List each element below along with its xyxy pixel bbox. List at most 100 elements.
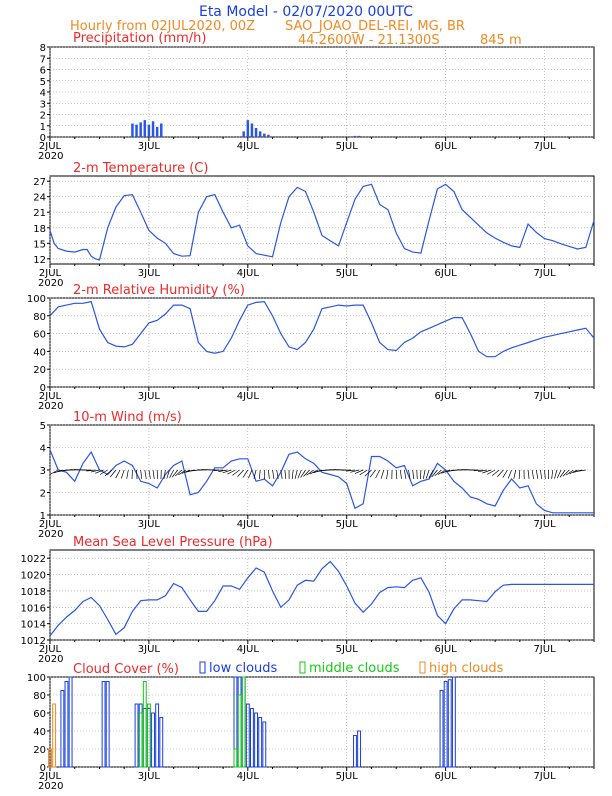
x-tick-label: 6JUL: [435, 519, 458, 530]
x-tick-label: 7JUL: [533, 771, 556, 782]
precip-bar: [255, 128, 257, 137]
wind-arrow: [141, 470, 142, 479]
cloud-bar-low: [444, 682, 447, 768]
panel-title: 10-m Wind (m/s): [73, 410, 182, 425]
wind-arrow: [248, 470, 251, 478]
y-tick-label: 20: [33, 745, 46, 756]
legend-label-mid: middle clouds: [309, 661, 400, 676]
precip-bar: [148, 125, 150, 137]
subtitle-location: SAO_JOAO_DEL-REI, MG, BR: [285, 19, 465, 34]
wind-arrow: [532, 470, 533, 479]
cloud-bar-high: [53, 704, 56, 767]
cloud-bar-low: [135, 704, 138, 767]
x-tick-label: 6JUL: [435, 644, 458, 655]
wind-arrow: [259, 470, 260, 479]
cloud-bar-low: [69, 677, 72, 767]
precip-bar: [160, 124, 162, 138]
wind-arrow: [554, 470, 556, 479]
plot-frame: [50, 298, 594, 387]
y-tick-label: 4: [40, 88, 46, 99]
page-title: Eta Model - 02/07/2020 00UTC: [199, 4, 413, 20]
cloud-bar-mid: [234, 749, 237, 767]
wind-arrow: [404, 470, 406, 479]
plot-frame: [50, 176, 594, 264]
x-tick-label: 4JUL: [237, 644, 260, 655]
x-tick-label: 7JUL: [533, 141, 556, 152]
precip-bar: [259, 131, 261, 137]
cloud-bar-low: [250, 709, 253, 768]
y-tick-label: 1016: [21, 603, 46, 614]
y-tick-label: 12: [33, 255, 46, 266]
y-tick-label: 1022: [21, 554, 46, 565]
wind-arrow: [429, 470, 433, 478]
legend-label-high: high clouds: [429, 661, 504, 676]
wind-arrow: [153, 470, 154, 479]
x-year-label: 2020: [38, 781, 63, 792]
wind-arrow: [273, 470, 274, 479]
x-tick-label: 5JUL: [336, 644, 359, 655]
precip-bar: [358, 136, 360, 137]
x-year-label: 2020: [38, 151, 63, 162]
wind-arrow: [552, 470, 553, 479]
y-tick-label: 40: [33, 347, 46, 358]
panel-title: Mean Sea Level Pressure (hPa): [73, 535, 273, 550]
cloud-bar-low: [106, 682, 109, 768]
x-year-label: 2020: [38, 654, 63, 665]
y-tick-label: 1014: [21, 620, 46, 631]
x-tick-label: 5JUL: [336, 268, 359, 279]
y-tick-label: 3: [40, 99, 46, 110]
wind-arrow: [149, 470, 150, 479]
wind-arrow: [423, 470, 425, 479]
cloud-bar-low: [255, 713, 258, 767]
wind-arrow: [413, 470, 414, 479]
x-tick-label: 4JUL: [237, 268, 260, 279]
wind-arrow: [303, 470, 309, 477]
series-line: [50, 302, 594, 357]
cloud-bar-low: [448, 680, 451, 767]
y-tick-label: 80: [33, 691, 46, 702]
wind-arrow: [243, 470, 248, 478]
wind-arrow: [121, 470, 124, 479]
x-tick-label: 5JUL: [336, 391, 359, 402]
x-tick-label: 6JUL: [435, 141, 458, 152]
x-tick-label: 5JUL: [336, 519, 359, 530]
wind-arrow: [157, 470, 158, 479]
y-tick-label: 3: [40, 466, 46, 477]
wind-arrow: [145, 470, 146, 479]
wind-arrow: [508, 470, 511, 478]
wind-arrow: [376, 470, 380, 478]
wind-arrow: [292, 470, 293, 479]
cloud-bar-mid: [143, 682, 146, 768]
y-tick-label: 5: [40, 77, 46, 88]
y-tick-label: 20: [33, 365, 46, 376]
legend-swatch-low: [200, 662, 205, 673]
cloud-bar-low: [156, 704, 159, 767]
precip-bar: [156, 127, 158, 137]
x-tick-label: 7JUL: [533, 268, 556, 279]
series-line: [50, 450, 594, 513]
wind-arrow: [514, 470, 516, 479]
cloud-bar-low: [160, 718, 163, 768]
series-line: [50, 562, 594, 636]
wind-arrow: [301, 470, 306, 478]
x-tick-label: 3JUL: [138, 141, 161, 152]
y-tick-label: 1: [40, 122, 46, 133]
wind-arrow: [370, 470, 375, 477]
x-tick-label: 6JUL: [435, 268, 458, 279]
y-tick-label: 1020: [21, 571, 46, 582]
x-tick-label: 5JUL: [336, 771, 359, 782]
cloud-bar-low: [259, 718, 262, 768]
y-tick-label: 24: [33, 193, 46, 204]
precip-bar: [247, 120, 249, 137]
cloud-bar-low: [263, 722, 266, 767]
y-tick-label: 60: [33, 330, 46, 341]
x-tick-label: 7JUL: [533, 519, 556, 530]
plot-frame: [50, 677, 594, 767]
x-tick-label: 3JUL: [138, 268, 161, 279]
precip-bar: [131, 124, 133, 138]
y-tick-label: 7: [40, 54, 46, 65]
